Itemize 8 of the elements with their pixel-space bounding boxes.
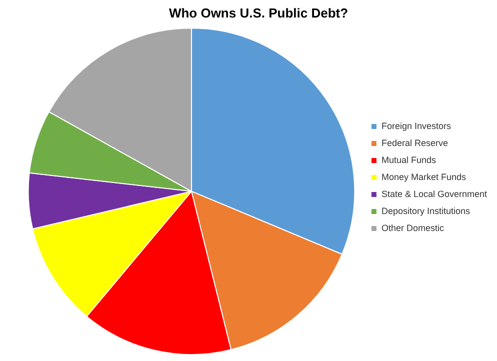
- legend-label: Mutual Funds: [381, 154, 436, 165]
- legend-label: Federal Reserve: [381, 138, 448, 148]
- legend-label: Money Market Funds: [381, 172, 466, 182]
- legend-label: State & Local Government: [381, 188, 488, 199]
- chart-title: Who Owns U.S. Public Debt?: [168, 5, 348, 20]
- legend-label: Foreign Investors: [381, 120, 452, 131]
- legend-label: Other Domestic: [381, 222, 444, 233]
- legend-label: Depository Institutions: [381, 206, 470, 216]
